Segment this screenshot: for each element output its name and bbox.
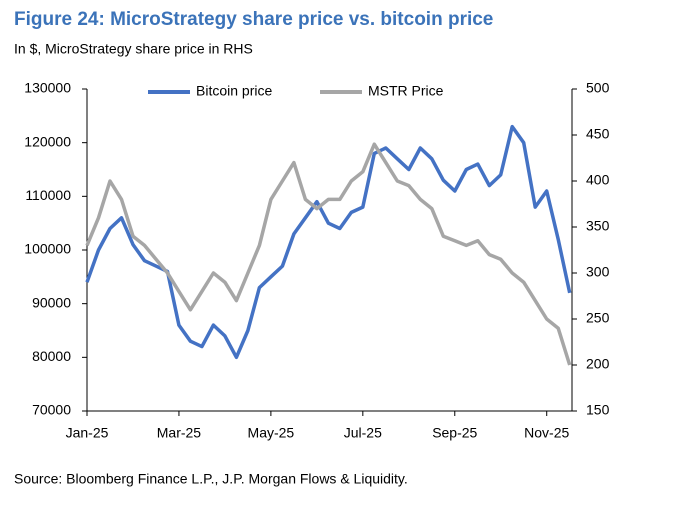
y-tick-label: 100000 [24, 241, 71, 257]
y2-tick-label: 450 [586, 126, 610, 142]
series-line [85, 142, 572, 366]
y2-tick-label: 300 [586, 264, 610, 280]
legend-label: MSTR Price [368, 83, 444, 99]
chart-title: Figure 24: MicroStrategy share price vs.… [14, 9, 493, 30]
x-tick-label: Jan-25 [66, 425, 109, 441]
y-tick-label: 130000 [24, 80, 71, 96]
y-tick-label: 80000 [32, 348, 71, 364]
y-tick-label: 90000 [32, 294, 71, 310]
chart-subtitle: In $, MicroStrategy share price in RHS [14, 41, 253, 57]
y2-tick-label: 400 [586, 172, 610, 188]
y-tick-label: 110000 [25, 187, 71, 203]
x-tick-label: Mar-25 [157, 425, 202, 441]
series-line [85, 124, 572, 360]
x-tick-label: Sep-25 [432, 425, 477, 441]
x-tick-label: Nov-25 [524, 425, 569, 441]
y-tick-label: 120000 [24, 133, 71, 149]
y2-tick-label: 250 [586, 310, 610, 326]
x-tick-label: Jul-25 [344, 425, 382, 441]
y2-tick-label: 350 [586, 218, 610, 234]
source-note: Source: Bloomberg Finance L.P., J.P. Mor… [14, 471, 408, 487]
y2-tick-label: 200 [586, 356, 610, 372]
legend-label: Bitcoin price [196, 83, 272, 99]
y-tick-label: 70000 [32, 402, 71, 418]
y2-tick-label: 500 [586, 80, 610, 96]
x-tick-label: May-25 [248, 425, 295, 441]
y2-tick-label: 150 [586, 402, 610, 418]
